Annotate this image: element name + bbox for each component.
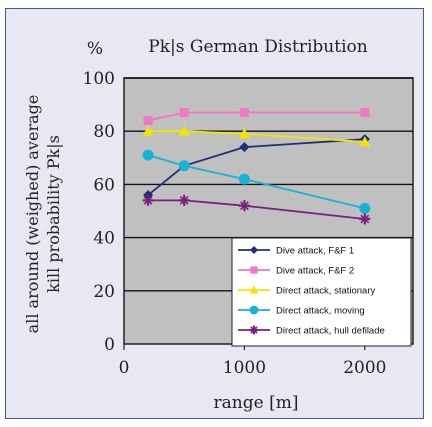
legend-box bbox=[231, 237, 412, 347]
marker-star-stroke bbox=[360, 214, 370, 224]
series-line bbox=[147, 111, 365, 122]
marker-triangle bbox=[142, 125, 154, 136]
marker-star bbox=[359, 213, 371, 225]
marker-triangle bbox=[178, 125, 190, 136]
marker-star-stroke bbox=[250, 326, 258, 334]
series-line bbox=[147, 154, 366, 210]
marker-star-stroke bbox=[179, 195, 189, 205]
marker-circle bbox=[238, 173, 250, 185]
marker-circle bbox=[359, 202, 371, 214]
marker-star bbox=[249, 325, 259, 335]
series-line bbox=[148, 199, 365, 220]
y-tick-label: 20 bbox=[93, 282, 115, 302]
marker-circle bbox=[142, 149, 154, 161]
legend-entry: Dive attack, F&F 2 bbox=[276, 266, 354, 277]
x-tick-label: 2000 bbox=[343, 358, 386, 378]
y-tick-label: 100 bbox=[83, 69, 115, 89]
marker-triangle bbox=[238, 128, 250, 139]
marker-square bbox=[360, 108, 370, 118]
legend-entry: Direct attack, hull defilade bbox=[276, 326, 385, 337]
marker-star bbox=[178, 194, 190, 206]
x-axis-label: range [m] bbox=[214, 393, 299, 413]
marker-star-stroke bbox=[143, 195, 153, 205]
marker-square bbox=[143, 116, 153, 126]
legend: Dive attack, F&F 1 Dive attack, F&F 2 Dire… bbox=[231, 237, 412, 347]
marker-circle bbox=[178, 160, 190, 172]
y-tick-label: 80 bbox=[93, 122, 115, 142]
y-tick-label: 40 bbox=[93, 229, 115, 249]
y-tick-label: 60 bbox=[93, 175, 115, 195]
marker-diamond bbox=[239, 142, 250, 153]
marker-triangle bbox=[249, 285, 259, 294]
marker-star bbox=[238, 200, 250, 212]
legend-entry: Direct attack, moving bbox=[276, 306, 365, 317]
series-line bbox=[147, 138, 365, 196]
unit-label: % bbox=[87, 39, 103, 59]
marker-star bbox=[142, 194, 154, 206]
y-axis-label-line2: kill probability Pk|s bbox=[44, 135, 63, 293]
x-tick-label: 1000 bbox=[223, 358, 266, 378]
chart-title: Pk|s German Distribution bbox=[148, 37, 367, 57]
marker-star-stroke bbox=[240, 201, 249, 211]
series-line bbox=[148, 130, 365, 143]
legend-entry: Direct attack, stationary bbox=[276, 286, 376, 297]
marker-square bbox=[179, 108, 189, 118]
marker-circle bbox=[249, 305, 259, 315]
marker-square bbox=[250, 266, 258, 274]
marker-diamond bbox=[250, 246, 258, 254]
marker-square bbox=[239, 108, 249, 118]
legend-entry: Dive attack, F&F 1 bbox=[276, 246, 354, 257]
y-axis-label-line1: all around (weighed) average bbox=[23, 95, 42, 334]
y-tick-label: 0 bbox=[104, 335, 115, 355]
marker-triangle bbox=[359, 136, 371, 147]
x-tick-label: 0 bbox=[119, 358, 130, 378]
